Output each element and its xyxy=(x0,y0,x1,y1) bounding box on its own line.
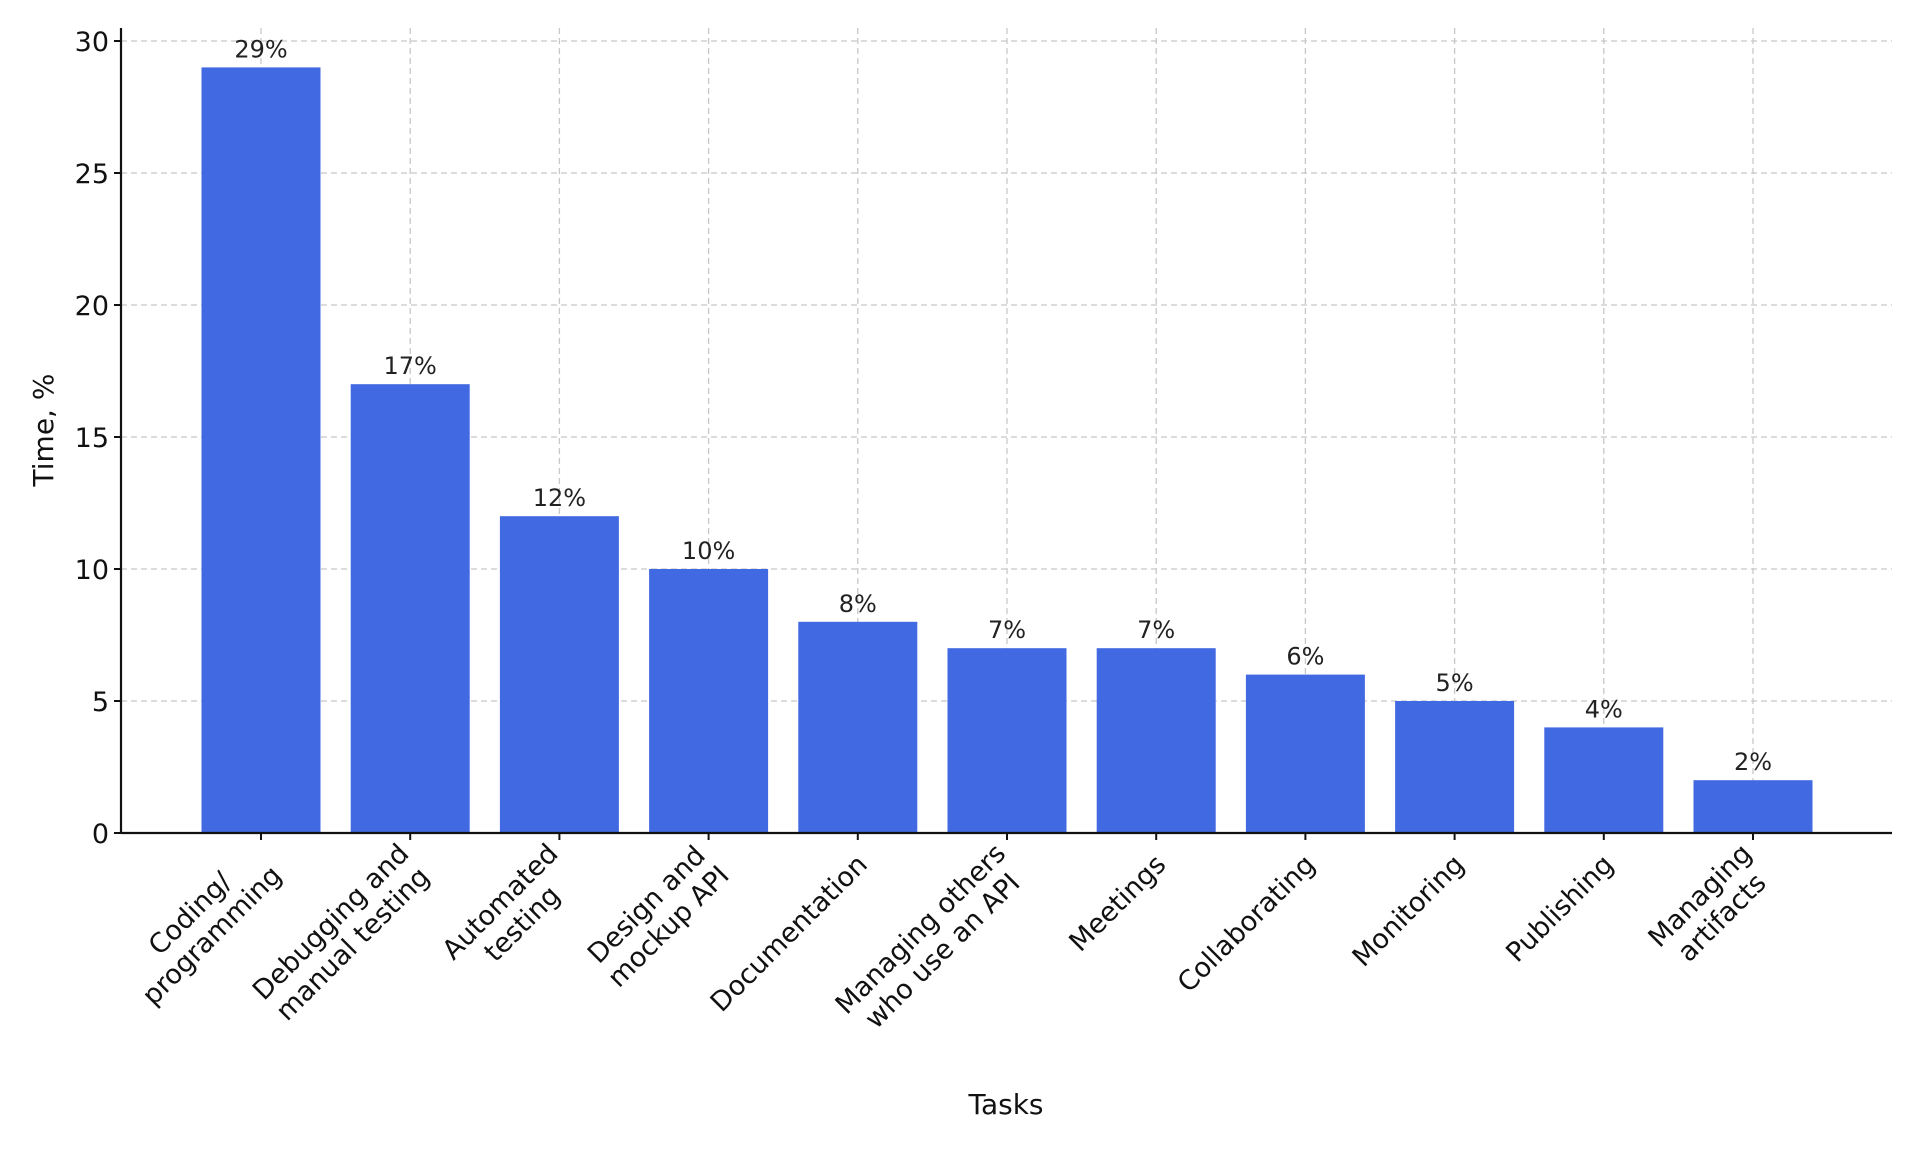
x-tick-label-line: Publishing xyxy=(1500,849,1620,969)
x-tick-label: Collaborating xyxy=(1172,849,1322,999)
y-axis-label: Time, % xyxy=(27,374,60,488)
x-tick-label: Monitoring xyxy=(1347,849,1471,973)
x-tick-label-line: Meetings xyxy=(1063,849,1172,958)
y-tick-label: 25 xyxy=(75,159,109,190)
y-tick-label: 0 xyxy=(92,819,109,850)
data-label: 8% xyxy=(839,590,877,618)
data-label: 7% xyxy=(988,616,1026,644)
data-label: 6% xyxy=(1286,643,1324,671)
y-tick-label: 5 xyxy=(92,687,109,718)
bars: 29% 17% 12% 10% 8% 7% 7% 6% 5% 4% 2% xyxy=(201,35,1813,833)
data-label: 7% xyxy=(1137,616,1175,644)
data-label: 5% xyxy=(1436,669,1474,697)
bar xyxy=(499,516,619,833)
bar xyxy=(350,384,470,833)
x-tick-label-line: Monitoring xyxy=(1347,849,1471,973)
x-axis-label: Tasks xyxy=(967,1088,1043,1121)
data-label: 12% xyxy=(533,484,586,512)
bar xyxy=(1245,674,1365,833)
bar xyxy=(1544,727,1664,833)
bar xyxy=(1395,701,1515,833)
x-tick-label-line: Collaborating xyxy=(1172,849,1322,999)
bar xyxy=(798,621,918,833)
bar xyxy=(649,569,769,833)
data-label: 2% xyxy=(1734,748,1772,776)
axes: 051015202530Coding/programmingDebugging … xyxy=(75,27,1892,1035)
y-tick-label: 20 xyxy=(75,291,109,322)
data-label: 17% xyxy=(384,352,437,380)
x-tick-label: Meetings xyxy=(1063,849,1172,958)
y-tick-label: 15 xyxy=(75,423,109,454)
y-tick-label: 10 xyxy=(75,555,109,586)
data-label: 4% xyxy=(1585,695,1623,723)
data-label: 29% xyxy=(234,35,287,63)
bar xyxy=(201,67,321,833)
bar xyxy=(1693,780,1813,833)
bar xyxy=(947,648,1067,833)
data-label: 10% xyxy=(682,537,735,565)
y-tick-label: 30 xyxy=(75,27,109,58)
x-tick-label: Publishing xyxy=(1500,849,1620,969)
bar xyxy=(1096,648,1216,833)
